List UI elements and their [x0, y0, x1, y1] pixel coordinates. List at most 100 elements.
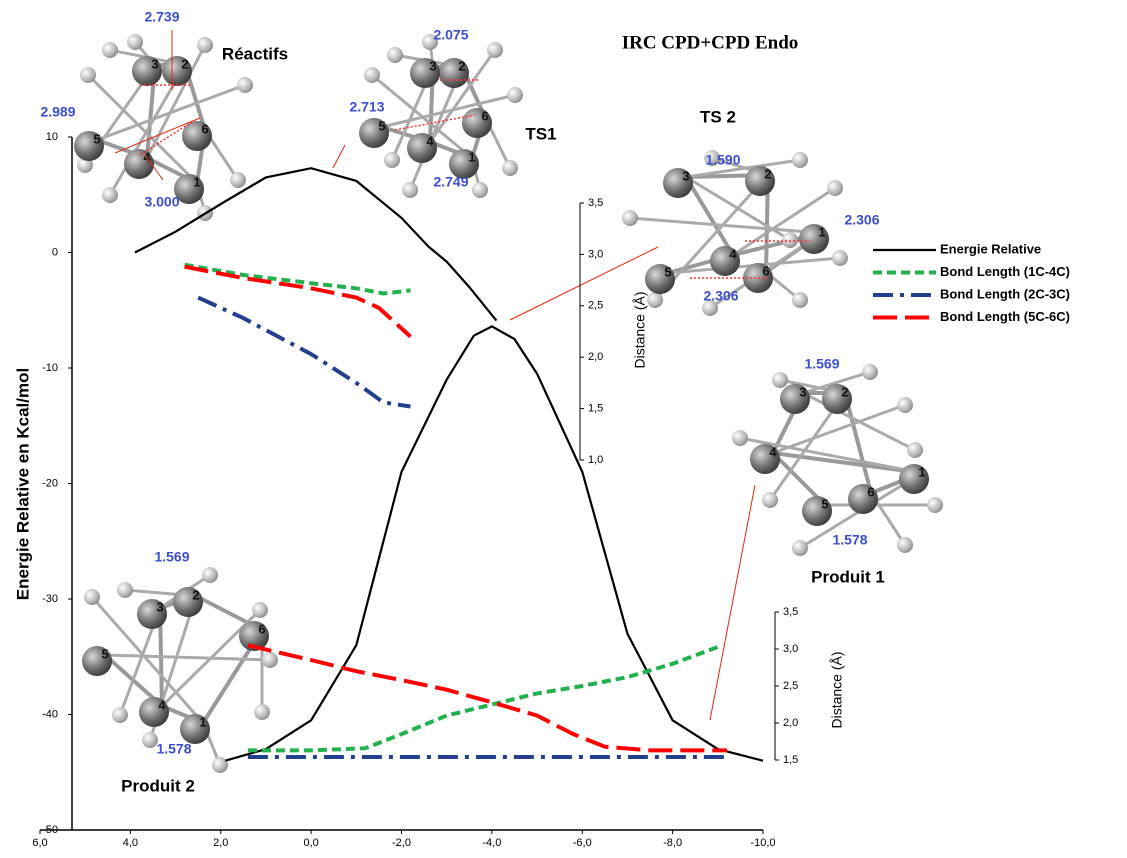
bond-distance: 2.749 [433, 174, 468, 190]
hydrogen-atom [792, 292, 808, 308]
atom-number: 3 [429, 58, 436, 73]
chart-title: IRC CPD+CPD Endo [622, 32, 799, 53]
atom-number: 1 [818, 224, 825, 239]
hydrogen-atom [907, 442, 923, 458]
hydrogen-atom [112, 707, 128, 723]
atom-number: 5 [664, 264, 671, 279]
inset-y-tick-label: 3,0 [588, 248, 603, 260]
atom-number: 3 [799, 384, 806, 399]
hydrogen-atom [827, 180, 843, 196]
y-axis-label: Energie Relative en Kcal/mol [13, 368, 32, 600]
inset-y-tick-label: 1,0 [588, 454, 603, 466]
bond-distance: 2.075 [433, 27, 468, 43]
inset-y-axis-label: Distance (Å) [632, 291, 648, 368]
atom-number: 1 [468, 149, 475, 164]
legend-label: Bond Length (2C-3C) [940, 286, 1070, 301]
bond-distance: 2.713 [349, 99, 384, 115]
hydrogen-atom [384, 152, 400, 168]
atom-number: 2 [764, 166, 771, 181]
hydrogen-atom [862, 364, 878, 380]
hydrogen-atom [230, 172, 246, 188]
y-tick-label: -10 [42, 362, 58, 374]
atom-number: 2 [458, 58, 465, 73]
atom-number: 6 [481, 108, 488, 123]
legend-label: Energie Relative [940, 241, 1041, 256]
atom-number: 1 [193, 174, 200, 189]
hydrogen-atom [772, 372, 788, 388]
hydrogen-atom [927, 497, 943, 513]
leader-line [710, 485, 755, 720]
molecule-name: Produit 1 [811, 567, 885, 586]
molecule-name: TS1 [525, 124, 556, 143]
series-line [185, 267, 411, 337]
x-tick-label: -4,0 [482, 837, 501, 849]
atom-number: 5 [93, 131, 100, 146]
series-line [135, 168, 763, 761]
hydrogen-atom [507, 87, 523, 103]
molecule-name: TS 2 [700, 107, 736, 126]
bond [686, 177, 733, 255]
hydrogen-atom [102, 187, 118, 203]
inset-y-tick-label: 3,0 [783, 643, 798, 655]
atom-number: 4 [769, 444, 777, 459]
molecule-layer: 1234562.7392.9893.000Réactifs1234562.075… [40, 9, 943, 796]
hydrogen-atom [84, 589, 100, 605]
atom-number: 6 [201, 121, 208, 136]
hydrogen-atom [762, 492, 778, 508]
bond-distance: 1.578 [832, 532, 867, 548]
bond-distance: 2.306 [703, 288, 738, 304]
y-tick-label: -50 [42, 824, 58, 836]
atom-number: 2 [192, 587, 199, 602]
atom-number: 4 [158, 697, 166, 712]
x-tick-label: 0,0 [303, 837, 318, 849]
hydrogen-atom [502, 160, 518, 176]
hydrogen-atom [254, 704, 270, 720]
hydrogen-atom [792, 540, 808, 556]
x-tick-label: 2,0 [213, 837, 228, 849]
bond-distance: 2.989 [40, 104, 75, 120]
bond-distance: 3.000 [144, 194, 179, 210]
series-line [248, 645, 727, 750]
series-line [185, 265, 411, 294]
hydrogen-atom [782, 232, 798, 248]
atom-number: 5 [101, 646, 108, 661]
inset-y-tick-label: 1,5 [783, 754, 798, 766]
atom-number: 3 [156, 599, 163, 614]
atom-number: 4 [729, 246, 737, 261]
hydrogen-atom [897, 537, 913, 553]
hydrogen-atom [647, 292, 663, 308]
chart: IRC CPD+CPD Endo Energie Relative en Kca… [0, 0, 1127, 858]
y-tick-label: -40 [42, 708, 58, 720]
legend-label: Bond Length (5C-6C) [940, 309, 1070, 324]
hydrogen-atom [252, 602, 268, 618]
hydrogen-atom [262, 652, 278, 668]
inset-y-tick-label: 1,5 [588, 403, 603, 415]
hydrogen-atom [792, 152, 808, 168]
atom-number: 2 [181, 56, 188, 71]
hydrogen-atom [832, 250, 848, 266]
hydrogen-atom [127, 34, 143, 50]
hydrogen-atom [487, 42, 503, 58]
x-tick-label: -8,0 [663, 837, 682, 849]
hydrogen-atom [472, 182, 488, 198]
x-tick-label: -2,0 [392, 837, 411, 849]
inset-y-tick-label: 2,0 [588, 351, 603, 363]
y-tick-label: -30 [42, 593, 58, 605]
x-tick-label: 6,0 [32, 837, 47, 849]
x-tick-label: -10,0 [750, 837, 775, 849]
hydrogen-atom [80, 67, 96, 83]
hydrogen-atom [197, 37, 213, 53]
bond-distance: 1.578 [156, 741, 191, 757]
hydrogen-atom [622, 210, 638, 226]
bond-distance: 1.569 [154, 549, 189, 565]
atom-number: 1 [918, 464, 925, 479]
atom-number: 5 [378, 118, 385, 133]
atom-number: 3 [151, 56, 158, 71]
y-tick-label: -20 [42, 477, 58, 489]
atom-number: 6 [258, 621, 265, 636]
atom-number: 4 [426, 133, 434, 148]
hydrogen-atom [202, 567, 218, 583]
y-tick-label: 10 [46, 131, 58, 143]
bond-distance: 1.569 [804, 356, 839, 372]
inset-y-tick-label: 2,0 [783, 717, 798, 729]
